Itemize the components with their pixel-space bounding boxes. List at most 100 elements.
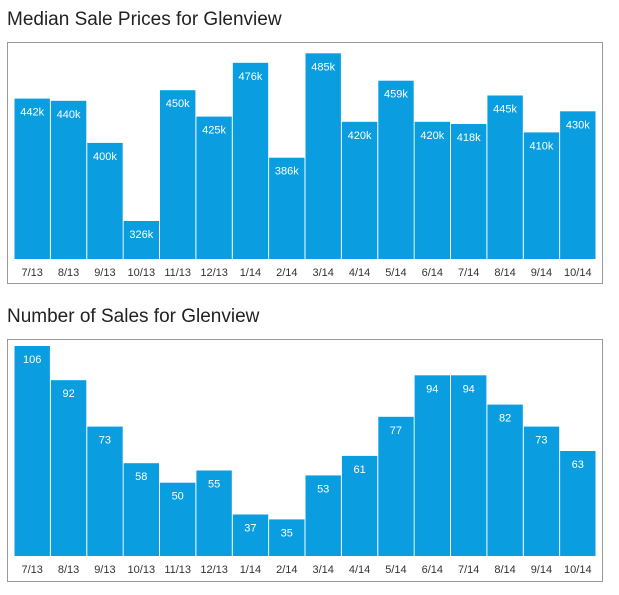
x-tick-label: 9/13 <box>94 564 115 576</box>
bar-5-14 <box>378 80 414 259</box>
x-tick-label: 7/13 <box>21 564 42 576</box>
bar-value-label: 73 <box>99 435 111 447</box>
bar-value-label: 400k <box>93 151 117 163</box>
x-tick-label: 11/13 <box>164 267 191 279</box>
bar-value-label: 459k <box>384 89 408 101</box>
bar-6-14 <box>414 121 450 259</box>
bar-value-label: 73 <box>535 435 547 447</box>
bar-value-label: 35 <box>281 527 293 539</box>
bar-value-label: 106 <box>23 354 41 366</box>
bar-7-14 <box>451 375 487 556</box>
x-tick-label: 5/14 <box>385 564 406 576</box>
bar-value-label: 445k <box>493 104 517 116</box>
x-tick-label: 10/13 <box>128 564 156 576</box>
bar-value-label: 50 <box>172 491 184 503</box>
bar-value-label: 58 <box>135 471 147 483</box>
bar-value-label: 37 <box>244 523 256 535</box>
x-tick-label: 9/13 <box>94 267 115 279</box>
bar-3-14 <box>305 475 341 556</box>
x-tick-label: 4/14 <box>349 267 370 279</box>
x-tick-label: 12/13 <box>200 267 228 279</box>
bar-9-14 <box>523 132 560 259</box>
x-tick-label: 3/14 <box>312 267 333 279</box>
bar-9-13 <box>87 426 123 556</box>
number-of-sales-chart: 106 7/13 92 8/13 73 9/13 58 10/13 50 11/13 55 12/13… <box>14 346 596 576</box>
bar-value-label: 420k <box>420 130 444 142</box>
bar-1-14 <box>232 514 269 556</box>
median-sale-prices-title: Median Sale Prices for Glenview <box>7 9 282 30</box>
median-sale-prices-chart-panel: 442k 7/13 440k 8/13 400k 9/13 326k 10/13 450k 11/… <box>7 42 603 284</box>
x-tick-label: 10/14 <box>564 564 592 576</box>
bar-8-13 <box>50 380 87 556</box>
x-tick-label: 8/14 <box>494 267 515 279</box>
x-tick-label: 2/14 <box>276 564 297 576</box>
bar-10-14 <box>560 111 596 259</box>
x-tick-label: 10/13 <box>128 267 156 279</box>
x-tick-label: 1/14 <box>240 267 261 279</box>
bar-value-label: 440k <box>57 109 81 121</box>
bar-value-label: 77 <box>390 425 402 437</box>
x-tick-label: 8/14 <box>494 564 515 576</box>
bar-value-label: 485k <box>311 61 335 73</box>
median-sale-prices-chart: 442k 7/13 440k 8/13 400k 9/13 326k 10/13 450k 11/… <box>14 53 596 279</box>
x-tick-label: 6/14 <box>422 267 443 279</box>
bar-11-13 <box>160 90 196 259</box>
bar-8-14 <box>487 95 523 259</box>
bar-9-13 <box>87 142 123 259</box>
bar-7-13 <box>14 98 50 259</box>
x-tick-label: 10/14 <box>564 267 592 279</box>
bar-2-14 <box>269 157 305 259</box>
bar-3-14 <box>305 53 341 259</box>
bar-value-label: 386k <box>275 166 299 178</box>
bar-value-label: 476k <box>238 71 262 83</box>
bar-value-label: 425k <box>202 125 226 137</box>
bar-10-13 <box>123 221 159 259</box>
bar-value-label: 94 <box>426 383 438 395</box>
bar-8-13 <box>50 100 87 260</box>
bar-6-14 <box>414 375 450 556</box>
x-tick-label: 7/14 <box>458 564 479 576</box>
x-tick-label: 3/14 <box>312 564 333 576</box>
x-tick-label: 2/14 <box>276 267 297 279</box>
bar-4-14 <box>341 455 378 556</box>
bar-value-label: 53 <box>317 483 329 495</box>
bar-11-13 <box>160 482 196 556</box>
bar-9-14 <box>523 426 560 556</box>
bar-1-14 <box>232 62 269 259</box>
bar-12-13 <box>196 470 232 556</box>
bar-value-label: 82 <box>499 413 511 425</box>
x-tick-label: 5/14 <box>385 267 406 279</box>
bar-value-label: 55 <box>208 479 220 491</box>
number-of-sales-chart-panel: 106 7/13 92 8/13 73 9/13 58 10/13 50 11/13 55 12/13… <box>7 339 603 582</box>
bar-value-label: 61 <box>353 464 365 476</box>
bar-8-14 <box>487 404 523 556</box>
bar-4-14 <box>341 121 378 259</box>
bar-value-label: 92 <box>62 388 74 400</box>
x-tick-label: 1/14 <box>240 564 261 576</box>
bar-5-14 <box>378 416 414 556</box>
bar-value-label: 94 <box>463 383 475 395</box>
x-tick-label: 11/13 <box>164 564 191 576</box>
x-tick-label: 9/14 <box>531 564 552 576</box>
bar-10-14 <box>560 451 596 556</box>
x-tick-label: 8/13 <box>58 564 79 576</box>
x-tick-label: 4/14 <box>349 564 370 576</box>
x-tick-label: 7/14 <box>458 267 479 279</box>
bar-value-label: 450k <box>166 98 190 110</box>
bar-2-14 <box>269 519 305 556</box>
bar-7-14 <box>451 124 487 259</box>
bar-value-label: 442k <box>20 107 44 119</box>
bar-value-label: 420k <box>348 130 372 142</box>
x-tick-label: 9/14 <box>531 267 552 279</box>
bar-value-label: 63 <box>572 459 584 471</box>
x-tick-label: 12/13 <box>200 564 228 576</box>
bar-value-label: 326k <box>129 229 153 241</box>
x-tick-label: 6/14 <box>422 564 443 576</box>
bar-value-label: 430k <box>566 119 590 131</box>
bar-value-label: 410k <box>529 140 553 152</box>
x-tick-label: 8/13 <box>58 267 79 279</box>
number-of-sales-title: Number of Sales for Glenview <box>7 306 260 327</box>
bar-10-13 <box>123 463 159 556</box>
bar-12-13 <box>196 116 232 259</box>
bar-7-13 <box>14 346 50 556</box>
